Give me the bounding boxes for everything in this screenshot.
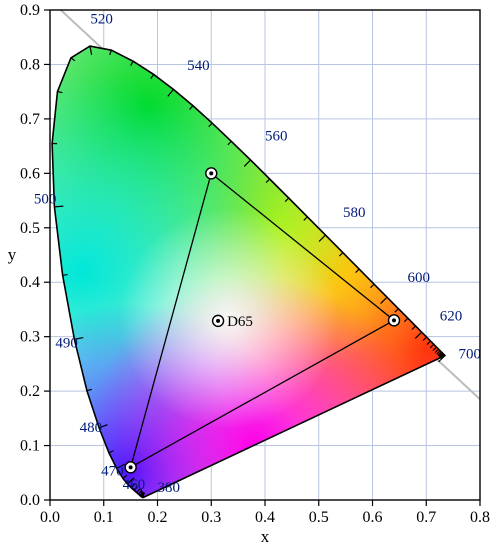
y-tick-label: 0.4 [20, 274, 40, 291]
vertex-G-dot [209, 171, 213, 175]
x-tick-label: 0.4 [255, 509, 275, 526]
plot-svg: 380 460470 480 490 500 520 540 560 580 600 620 700 D… [0, 0, 500, 553]
y-tick-label: 0.3 [20, 329, 40, 346]
y-tick-label: 0.2 [20, 383, 40, 400]
wl-label: 620 [440, 308, 463, 324]
y-tick-label: 0.5 [20, 220, 40, 237]
wl-label: 470 [101, 464, 124, 480]
wl-label: 560 [265, 129, 288, 145]
wl-label: 500 [34, 191, 57, 207]
wl-label: 480 [80, 420, 103, 436]
x-tick-label: 0.6 [363, 509, 383, 526]
y-axis-label: y [8, 245, 17, 264]
x-tick-label: 0.3 [201, 509, 221, 526]
x-tick-label: 0.7 [416, 509, 436, 526]
wl-label: 380 [158, 480, 181, 496]
x-tick-label: 0.8 [470, 509, 490, 526]
x-axis-label: x [261, 527, 270, 546]
y-tick-label: 0.9 [20, 2, 40, 19]
wl-label: 460 [123, 477, 146, 493]
x-tick-label: 0.5 [309, 509, 329, 526]
chromaticity-diagram: 380 460470 480 490 500 520 540 560 580 600 620 700 D… [0, 0, 500, 553]
wl-label: 600 [407, 270, 430, 286]
wl-label: 700 [459, 346, 482, 362]
x-tick-label: 0.2 [148, 509, 168, 526]
x-tick-label: 0.0 [40, 509, 60, 526]
wl-label: 540 [187, 58, 210, 74]
wl-label: 520 [90, 12, 113, 28]
wl-label: 490 [55, 336, 78, 352]
vertex-R-dot [392, 318, 396, 322]
y-tick-label: 0.1 [20, 438, 40, 455]
y-tick-label: 0.7 [20, 111, 40, 128]
whitepoint-marker-dot [216, 319, 220, 323]
whitepoint-label: D65 [227, 314, 253, 330]
y-tick-label: 0.6 [20, 165, 40, 182]
y-tick-label: 0.0 [20, 492, 40, 509]
wl-tick [63, 275, 68, 276]
vertex-B-dot [129, 465, 133, 469]
x-tick-label: 0.1 [94, 509, 114, 526]
wl-label: 580 [343, 205, 366, 221]
y-tick-label: 0.8 [20, 56, 40, 73]
